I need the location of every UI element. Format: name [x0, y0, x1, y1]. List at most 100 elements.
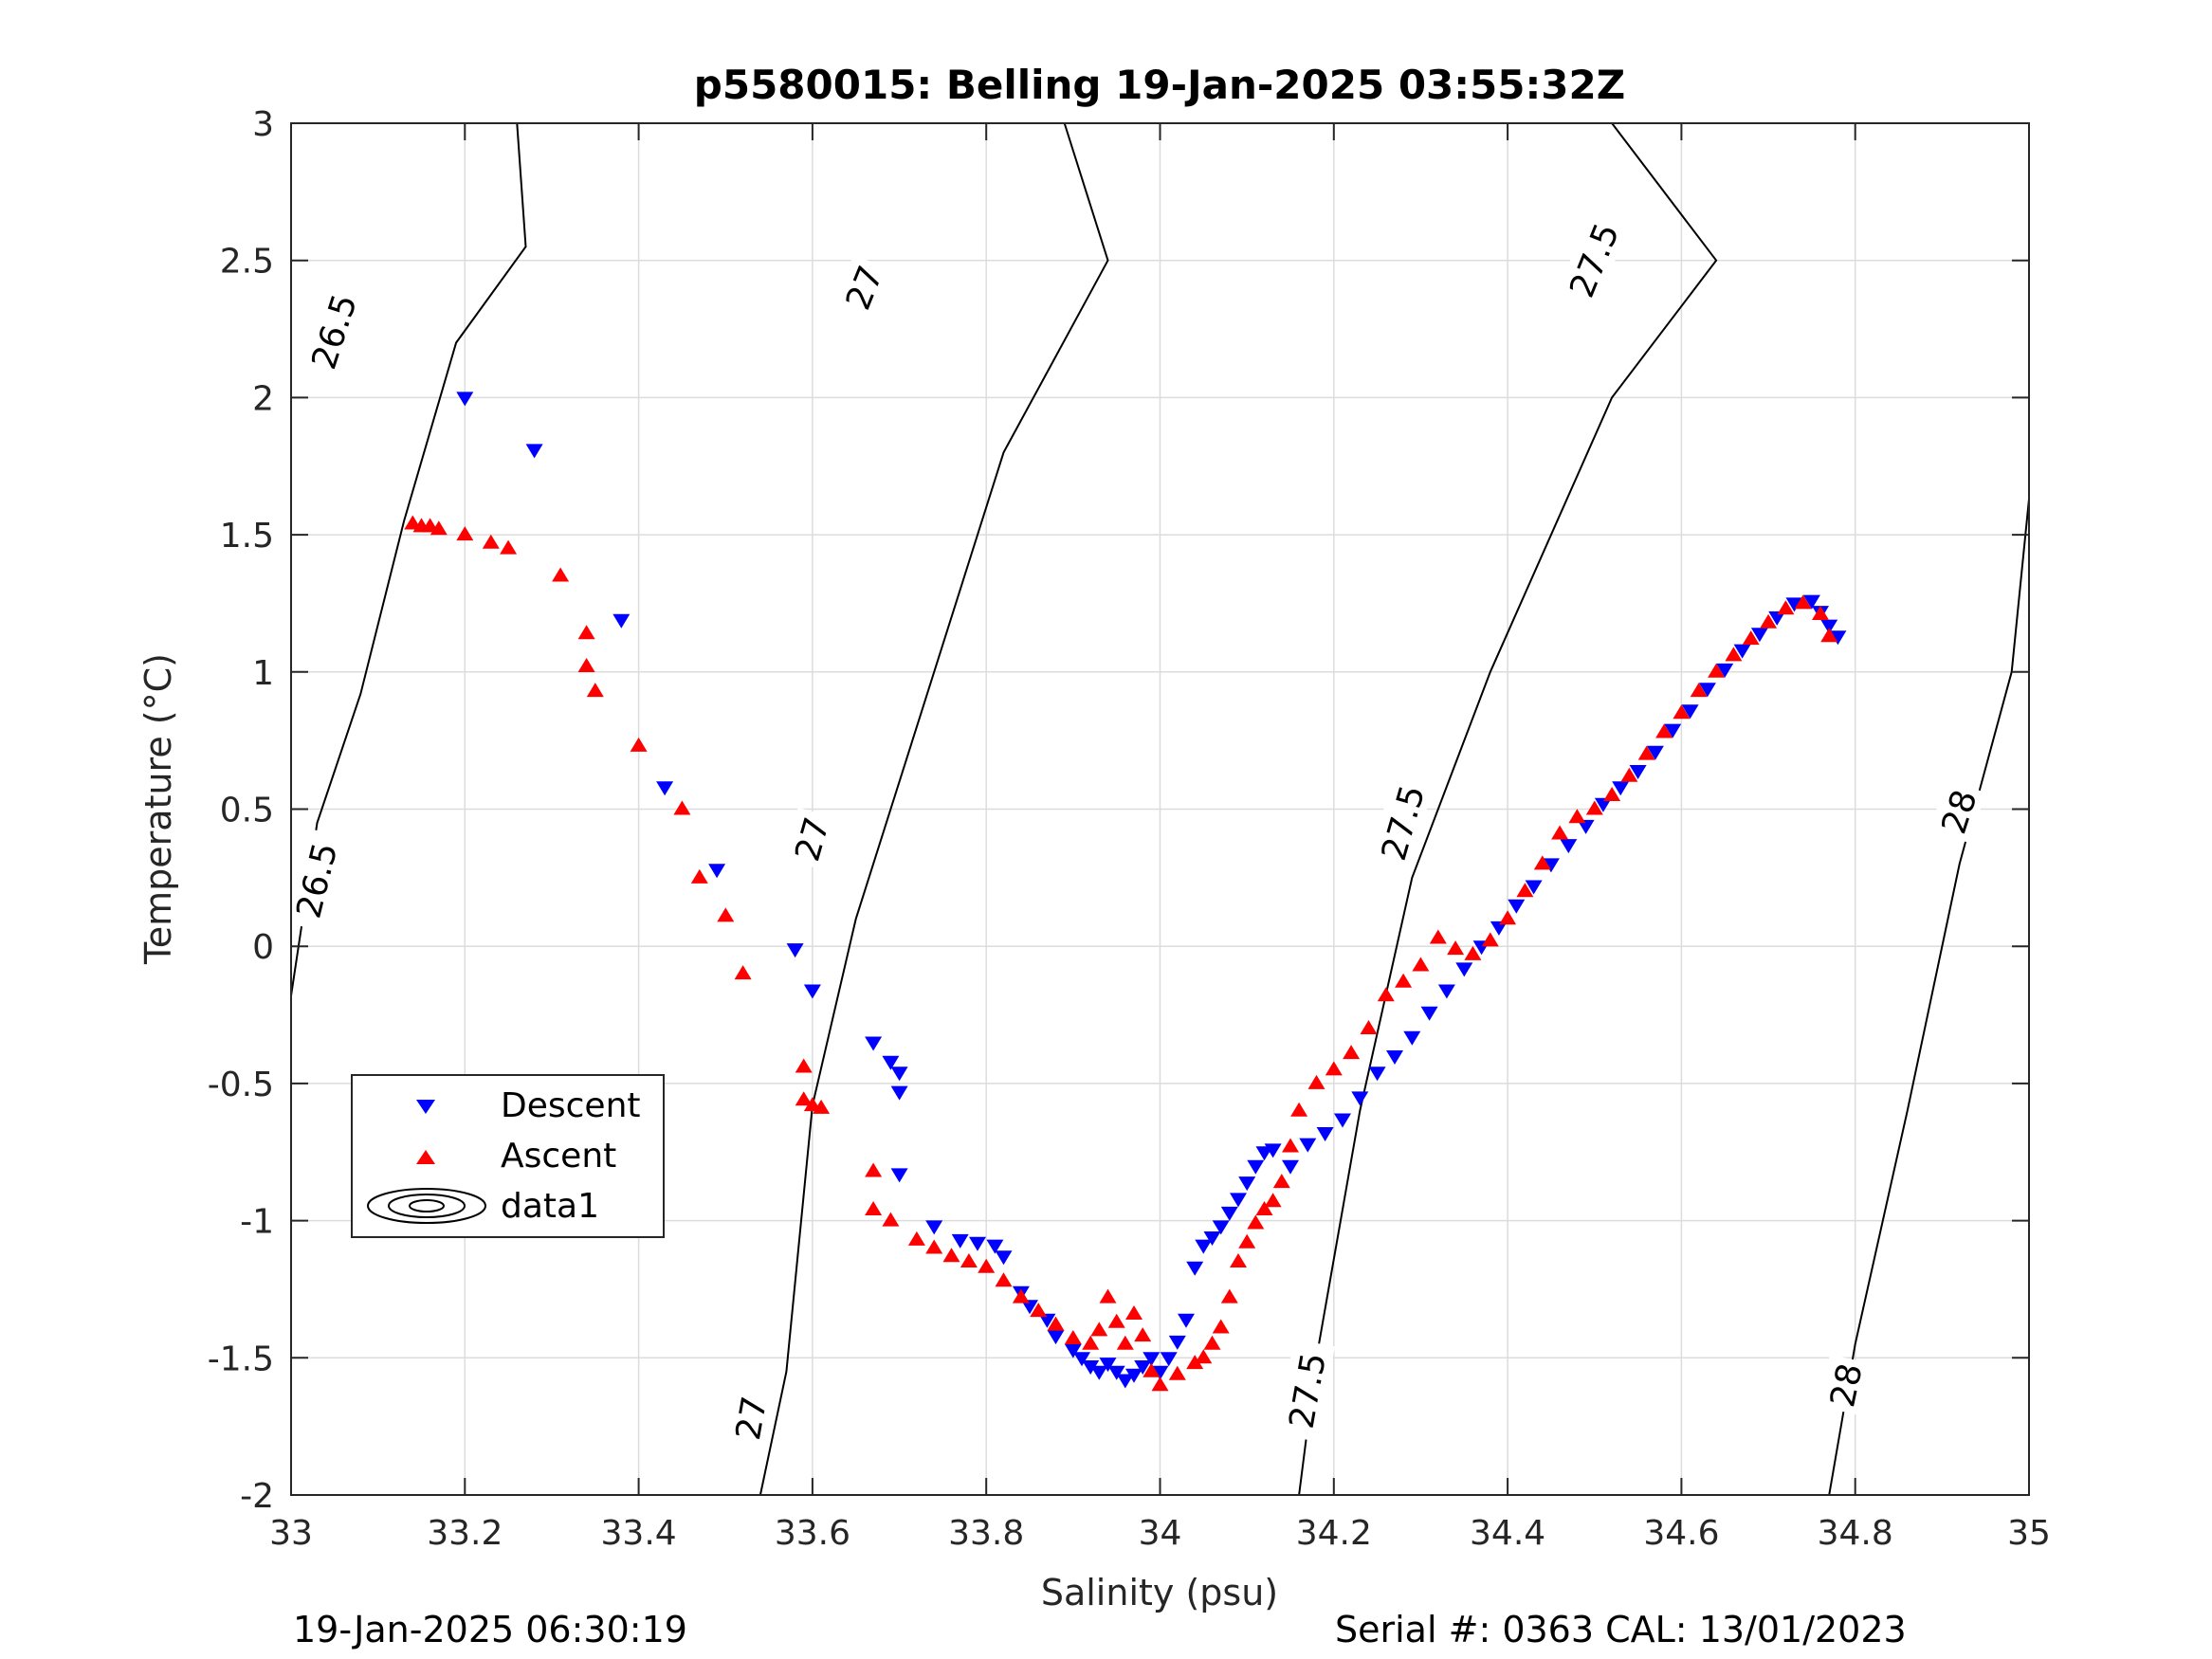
descent-point	[1230, 1193, 1247, 1208]
descent-point	[890, 1066, 908, 1082]
ascent-point	[865, 1201, 883, 1215]
legend[interactable]: Descent Ascent data1	[351, 1074, 665, 1238]
descent-point	[1368, 1066, 1386, 1082]
ascent-point	[1325, 1061, 1343, 1076]
descent-point	[525, 444, 543, 459]
descent-point	[1577, 819, 1595, 834]
axis-ticks: 33 33.2 33.4 33.6 33.8 34 34.2 34.4 34.6 34.8 35 3 2…	[208, 105, 2051, 1553]
contour-label: 27	[729, 1394, 775, 1443]
ascent-point	[1230, 1253, 1247, 1267]
contour-label-backing	[724, 1388, 776, 1449]
descent-point	[1099, 1358, 1117, 1373]
x-tick-label: 34.4	[1470, 1514, 1545, 1553]
ascent-point	[1516, 883, 1534, 898]
ascent-point	[1551, 825, 1569, 840]
ascent-point	[1212, 1319, 1230, 1334]
descent-point	[1238, 1176, 1256, 1192]
ascent-point	[630, 737, 648, 752]
x-tick-label: 34	[1139, 1514, 1182, 1553]
descent-point	[1820, 619, 1838, 634]
footer-serial-cal: Serial #: 0363 CAL: 13/01/2023	[1335, 1609, 1907, 1650]
descent-point	[1594, 797, 1612, 812]
ascent-point	[1429, 929, 1447, 944]
ascent-point	[673, 800, 691, 815]
legend-descent-marker-icon	[416, 1100, 435, 1114]
legend-ascent-marker-icon	[416, 1150, 435, 1164]
ascent-point	[907, 1231, 925, 1246]
ascent-point	[1143, 1362, 1161, 1377]
y-tick-label: 3	[252, 105, 274, 144]
ascent-point	[586, 683, 604, 698]
footer-timestamp: 19-Jan-2025 06:30:19	[293, 1609, 687, 1650]
ascent-point	[925, 1239, 943, 1254]
ascent-point	[1725, 647, 1743, 662]
ascent-point	[1247, 1214, 1265, 1230]
ascent-point	[865, 1162, 883, 1177]
descent-point	[1646, 745, 1664, 760]
descent-point	[656, 781, 674, 796]
ascent-point	[1777, 600, 1795, 615]
y-tick-label: 0	[252, 928, 274, 967]
contour-label-group: 27.5	[1367, 770, 1435, 875]
descent-point	[882, 1055, 900, 1070]
ascent-point	[1395, 973, 1413, 988]
descent-point	[1681, 704, 1699, 720]
ascent-point	[1742, 630, 1760, 646]
descent-point	[1212, 1220, 1230, 1235]
ascent-point	[1272, 1174, 1290, 1189]
descent-point	[803, 984, 821, 999]
descent-point	[1351, 1091, 1369, 1106]
descent-point	[1612, 781, 1630, 796]
ascent-point	[978, 1258, 996, 1273]
contour-label-backing	[1819, 1354, 1871, 1415]
descent-point	[1203, 1231, 1221, 1246]
descent-point	[1299, 1138, 1317, 1153]
ascent-point	[1655, 723, 1673, 738]
ascent-point	[717, 907, 735, 922]
ascent-point	[882, 1212, 900, 1227]
ascent-point	[1412, 957, 1430, 972]
ascent-point	[500, 539, 518, 555]
contour-label-group: 27	[783, 807, 838, 870]
y-tick-label: 1.5	[220, 517, 274, 556]
ascent-point	[960, 1253, 978, 1267]
descent-point	[1508, 899, 1526, 914]
ascent-point	[1151, 1376, 1169, 1392]
descent-point	[1186, 1261, 1204, 1276]
descent-point	[786, 943, 804, 958]
x-tick-label: 33.4	[601, 1514, 677, 1553]
descent-point	[951, 1233, 969, 1249]
x-tick-label: 34.2	[1296, 1514, 1372, 1553]
contour-label-backing	[298, 278, 368, 384]
isopycnal-line-26.5	[290, 122, 527, 996]
ascent-point	[1820, 628, 1838, 643]
ascent-point	[1673, 704, 1691, 720]
ascent-point	[942, 1248, 960, 1263]
ascent-point	[1238, 1233, 1256, 1249]
ascent-point	[795, 1091, 813, 1106]
y-tick-label: 2	[252, 379, 274, 418]
ascent-point	[1125, 1305, 1143, 1320]
ascent-point	[1116, 1335, 1134, 1350]
x-tick-label: 33.8	[948, 1514, 1024, 1553]
ascent-point	[1186, 1355, 1204, 1370]
contour-label-backing	[283, 828, 348, 933]
x-axis-label: Salinity (psu)	[1041, 1572, 1278, 1613]
ascent-point	[1760, 613, 1778, 629]
ascent-point	[1499, 910, 1517, 925]
descent-point	[1802, 594, 1820, 610]
descent-point	[1134, 1360, 1152, 1375]
x-tick-label: 34.8	[1818, 1514, 1893, 1553]
descent-point	[1220, 1206, 1238, 1221]
ascent-point	[1264, 1193, 1282, 1208]
ascent-point	[1168, 1365, 1186, 1380]
ascent-point	[1220, 1288, 1238, 1304]
ascent-point	[482, 534, 500, 549]
x-tick-label: 33	[269, 1514, 313, 1553]
descent-point	[1082, 1360, 1100, 1375]
descent-point	[1125, 1368, 1143, 1383]
ascent-point	[1585, 800, 1603, 815]
descent-point	[1716, 663, 1734, 678]
descent-point	[1829, 630, 1847, 646]
ascent-point	[1568, 809, 1586, 824]
